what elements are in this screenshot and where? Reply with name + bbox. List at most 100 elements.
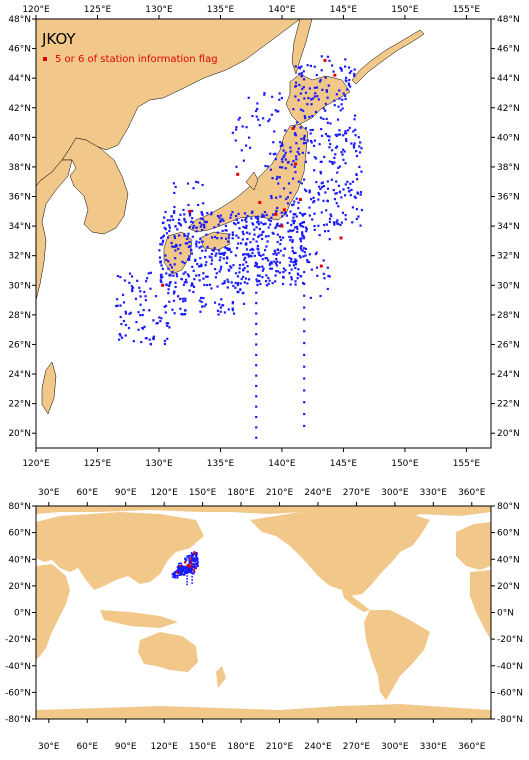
station-point <box>155 322 158 325</box>
world-station-point <box>182 565 185 568</box>
station-point <box>213 246 216 250</box>
station-point <box>351 180 355 183</box>
station-point <box>348 190 351 193</box>
station-point <box>222 253 226 256</box>
world-flagged-station-point <box>194 567 197 570</box>
station-point <box>171 308 174 311</box>
station-point <box>191 265 194 269</box>
station-point <box>282 187 286 190</box>
station-point <box>290 203 294 207</box>
station-point <box>334 146 338 149</box>
station-point <box>261 215 264 218</box>
station-point <box>282 149 285 152</box>
station-point <box>283 154 286 157</box>
station-point <box>302 70 305 73</box>
station-point <box>327 139 331 142</box>
station-point <box>234 214 238 218</box>
station-point <box>326 55 330 58</box>
world-station-point <box>181 568 184 571</box>
world-station-point <box>185 558 188 561</box>
station-point <box>274 280 277 283</box>
world-lat-label-right: 60°N <box>497 529 520 539</box>
station-point <box>160 317 163 320</box>
station-point <box>319 172 323 175</box>
station-point <box>353 195 356 198</box>
station-point <box>297 273 300 276</box>
station-point <box>309 139 313 143</box>
station-point <box>273 260 276 263</box>
station-point <box>243 256 247 260</box>
world-lon-label-bottom: 30°E <box>38 742 60 752</box>
station-point <box>251 251 254 255</box>
world-lon-label-top: 300°E <box>381 488 409 498</box>
station-point <box>263 249 267 252</box>
station-point <box>231 231 234 234</box>
station-point <box>201 240 204 243</box>
station-point <box>271 177 274 180</box>
station-point <box>313 65 316 68</box>
station-point <box>256 217 260 221</box>
station-point <box>188 240 191 244</box>
station-point <box>246 270 249 273</box>
station-point <box>284 269 287 272</box>
world-lat-label-left: -40°N <box>5 662 31 672</box>
station-point <box>229 213 233 216</box>
station-point <box>280 223 283 226</box>
station-point <box>258 253 261 257</box>
station-point <box>350 142 353 145</box>
station-point <box>321 181 325 184</box>
station-point <box>302 86 305 89</box>
station-point <box>354 196 357 199</box>
shikoku <box>199 231 231 251</box>
station-point <box>299 211 302 215</box>
station-point <box>286 202 290 205</box>
station-point <box>198 221 201 224</box>
station-point <box>256 102 259 105</box>
station-point <box>234 254 237 257</box>
station-point <box>313 212 316 215</box>
station-point <box>267 234 270 238</box>
world-lat-label-left: -80°N <box>5 715 31 725</box>
lat-label-right: 32°N <box>497 252 520 262</box>
station-point <box>279 249 282 252</box>
flagged-station-point <box>319 264 323 268</box>
station-point <box>328 59 331 62</box>
world-station-point <box>191 568 193 570</box>
station-point <box>325 209 328 212</box>
station-point <box>328 238 331 241</box>
station-point <box>179 297 182 300</box>
station-point <box>315 251 318 254</box>
world-lon-label-top: 90°E <box>115 488 137 498</box>
world-station-point <box>184 572 187 575</box>
station-point <box>292 229 295 232</box>
station-point <box>180 312 183 316</box>
station-point <box>192 227 195 230</box>
station-point <box>313 139 316 142</box>
station-point <box>341 148 345 151</box>
station-point <box>168 326 171 329</box>
station-point <box>240 277 243 281</box>
station-point <box>202 272 205 275</box>
world-lat-label-left: -20°N <box>5 635 31 645</box>
station-point <box>281 275 285 278</box>
world-station-point <box>176 574 178 577</box>
station-point <box>303 138 306 141</box>
station-point <box>270 262 273 265</box>
station-point <box>235 218 239 221</box>
world-station-point <box>179 569 181 571</box>
world-station-point <box>187 569 189 571</box>
station-point <box>322 117 325 121</box>
lat-label-left: 26°N <box>8 340 31 350</box>
lon-label-top: 130°E <box>145 5 173 15</box>
world-station-point <box>188 555 191 557</box>
world-land <box>36 506 491 719</box>
world-lon-label-bottom: 210°E <box>266 742 294 752</box>
station-point <box>289 191 292 194</box>
world-station-point <box>188 559 190 562</box>
station-point <box>170 266 174 269</box>
station-point <box>314 252 317 256</box>
station-point <box>305 227 308 231</box>
world-flagged-station-point <box>188 566 191 569</box>
station-point <box>264 222 267 225</box>
station-point <box>120 322 123 326</box>
